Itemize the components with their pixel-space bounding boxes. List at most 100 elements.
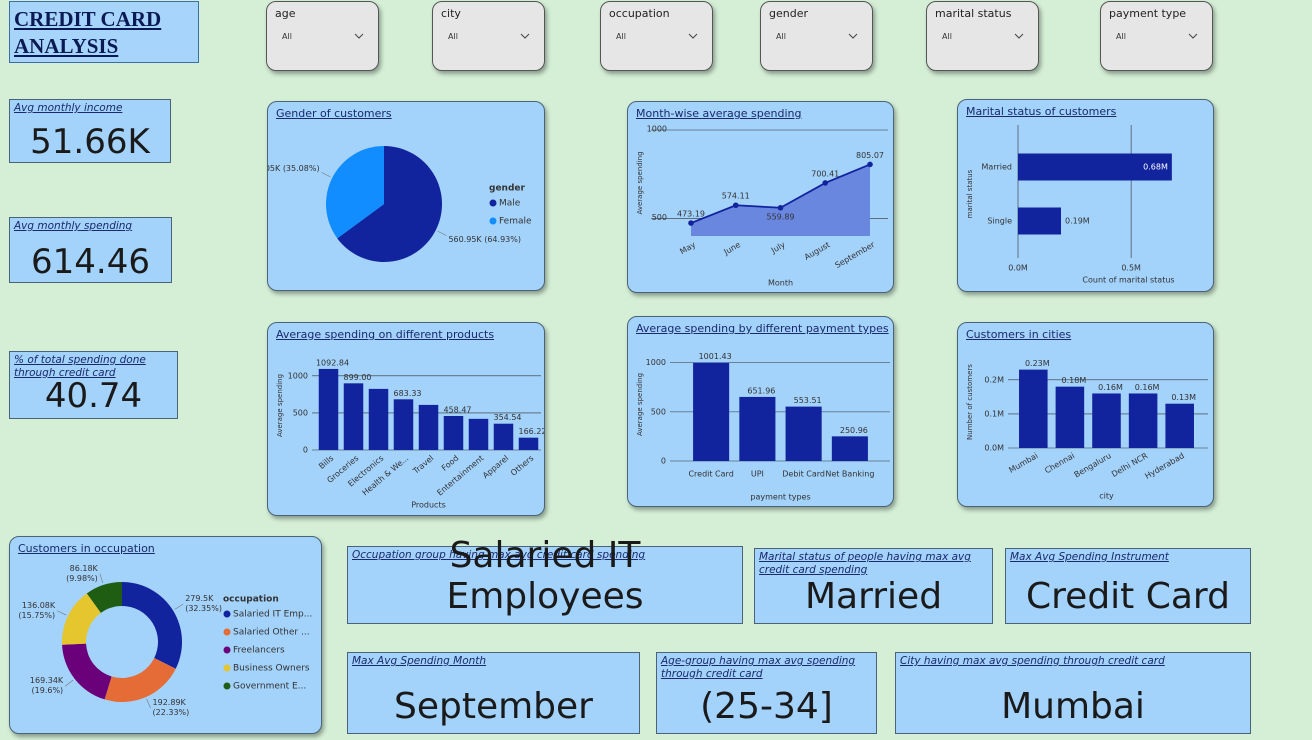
x-tick-label: Travel: [411, 454, 436, 477]
kpi-label: Avg monthly spending: [14, 220, 133, 232]
legend-marker: [223, 682, 231, 690]
slice: [326, 146, 384, 239]
x-tick-label: Food: [440, 454, 460, 473]
point: [732, 202, 739, 209]
data-label: 0.16M: [1098, 383, 1123, 392]
leader-line: [146, 698, 151, 709]
chevron-icon: [354, 33, 364, 39]
bar: [1165, 403, 1194, 448]
bar: [468, 418, 489, 450]
highlight-value: (25-34]: [700, 686, 833, 727]
bar: [1018, 153, 1172, 181]
chart-title: Average spending by different payment ty…: [636, 322, 889, 335]
x-tick-label: Debit Card: [782, 470, 825, 479]
highlight-card: Max Avg Spending Month September: [347, 652, 640, 734]
kpi-value: 51.66K: [30, 122, 150, 162]
legend-marker: [489, 199, 497, 207]
legend-label: Salaried Other ...: [233, 628, 310, 638]
legend-label: Business Owners: [233, 664, 310, 674]
highlight-card: Marital status of people having max avg …: [754, 548, 993, 624]
kpi-value: 614.46: [31, 242, 150, 282]
filter-value: All: [448, 32, 458, 41]
data-label: 86.18K (9.98%): [66, 563, 98, 583]
data-label: 899.00: [344, 373, 372, 382]
y-tick-label: 0: [661, 457, 666, 466]
y-tick-label: Married: [982, 163, 1012, 172]
bar: [1055, 386, 1085, 448]
data-label: 700.41: [811, 169, 839, 178]
highlight-value: Mumbai: [1001, 686, 1145, 727]
x-tick-label: August: [803, 240, 832, 262]
highlight-value: September: [394, 686, 593, 727]
y-axis-title: Average spending: [636, 373, 644, 436]
y-tick-label: 0.2M: [984, 375, 1004, 384]
x-axis-title: payment types: [750, 493, 810, 502]
chevron-icon: [1014, 33, 1024, 39]
filter-dropdown[interactable]: age All: [266, 1, 379, 71]
data-label: 1001.43: [699, 352, 732, 361]
legend-label: Freelancers: [233, 646, 285, 656]
bar: [1092, 393, 1121, 448]
bar: [693, 362, 730, 461]
kpi-value: 40.74: [44, 376, 143, 416]
highlight-label: Occupation group having max avg credit c…: [352, 549, 646, 561]
data-label: 651.96: [747, 386, 775, 395]
slice: [86, 582, 122, 613]
highlight-card: Occupation group having max avg credit c…: [347, 535, 743, 624]
legend-label: Government E...: [233, 682, 306, 692]
chart: Salaried IT Emp... Salaried Other ... Free…: [57, 573, 312, 709]
point: [867, 161, 873, 168]
data-label: 473.19: [677, 210, 705, 219]
chart: 500 1000 473.19 May 574.11 June 559.89 July 700.…: [636, 125, 888, 288]
legend-marker: [489, 217, 497, 225]
point: [688, 220, 694, 226]
x-tick-label: July: [769, 240, 787, 256]
legend-label: Female: [499, 217, 532, 227]
slice: [122, 582, 182, 669]
highlight-label: Age-group having max avg spending throug…: [661, 655, 856, 680]
x-axis-title: Count of marital status: [1082, 276, 1174, 285]
chart: 0.0M 0.1M 0.2M 0.23M Mumbai 0.18M Chennai 0.16M…: [966, 359, 1208, 501]
bar: [831, 436, 868, 461]
filter-label: city: [441, 7, 461, 20]
highlight-label: City having max avg spending through cre…: [900, 655, 1165, 667]
filter-dropdown[interactable]: payment type All: [1100, 1, 1213, 71]
filter-value: All: [616, 32, 626, 41]
legend-marker: [223, 664, 231, 672]
bar: [318, 368, 339, 450]
y-axis-title: Average spending: [636, 151, 644, 214]
slice: [62, 643, 112, 700]
data-label: 0.13M: [1171, 393, 1196, 402]
data-label: 166.22: [519, 427, 545, 436]
filter-dropdown[interactable]: occupation All: [600, 1, 713, 71]
data-label: 354.54: [494, 413, 522, 422]
highlight-value: Married: [804, 576, 943, 617]
filter-dropdown[interactable]: marital status All: [926, 1, 1039, 71]
y-tick-label: 500: [652, 213, 667, 222]
highlight-value: Salaried IT Employees: [446, 535, 644, 617]
kpi-card: Avg monthly income 51.66K: [9, 99, 171, 163]
chart-title: Customers in occupation: [18, 542, 155, 555]
filter-value: All: [942, 32, 952, 41]
filter-label: payment type: [1109, 7, 1187, 20]
legend-title: gender: [489, 184, 526, 194]
filter-dropdown[interactable]: city All: [432, 1, 545, 71]
chart-panel: Gender of customers 560.95K (64.93%) Male 3…: [267, 101, 545, 291]
legend-title: occupation: [223, 595, 279, 605]
x-tick-label: May: [678, 240, 697, 256]
y-tick-label: 1000: [647, 125, 667, 134]
data-label: 136.08K (15.75%): [18, 600, 56, 620]
x-tick-label: September: [833, 240, 876, 270]
highlight-card: Max Avg Spending Instrument Credit Card: [1005, 548, 1251, 624]
x-tick-label: Bengaluru: [1073, 451, 1113, 479]
chevron: [848, 33, 858, 39]
y-tick-label: 1000: [646, 358, 666, 367]
slice: [61, 593, 101, 645]
leader-line: [321, 172, 331, 178]
y-tick-label: 0: [303, 446, 308, 455]
chart-panel: Average spending on different products 0 5…: [267, 322, 545, 516]
chart-panel: Month-wise average spending 500 1000 473.19…: [627, 101, 894, 293]
filter-dropdown[interactable]: gender All: [760, 1, 873, 71]
chart: 0 500 1000 1001.43 Credit Card 651.96 UPI 553.5…: [636, 352, 890, 502]
data-label: 574.11: [722, 192, 750, 201]
